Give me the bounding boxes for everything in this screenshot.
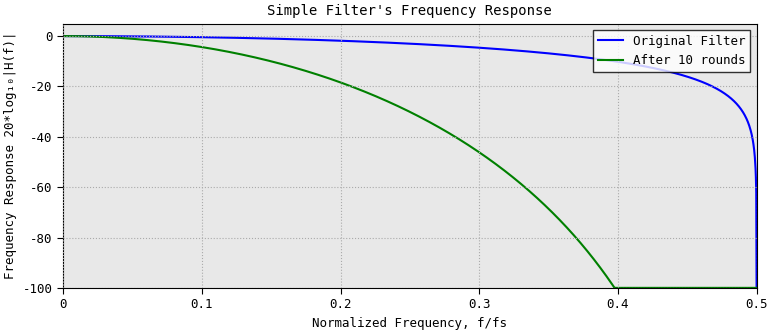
After 10 rounds bbox=[752, 286, 761, 290]
Y-axis label: Frequency Response 20*log₁₀|H(f)|: Frequency Response 20*log₁₀|H(f)| bbox=[4, 32, 17, 280]
After 10 rounds bbox=[396, 105, 405, 109]
Original Filter bbox=[732, 101, 741, 105]
Original Filter bbox=[732, 102, 741, 106]
After 10 rounds bbox=[732, 286, 741, 290]
Line: After 10 rounds: After 10 rounds bbox=[63, 36, 757, 288]
Legend: Original Filter, After 10 rounds: Original Filter, After 10 rounds bbox=[593, 30, 750, 72]
Original Filter bbox=[59, 34, 68, 38]
Title: Simple Filter's Frequency Response: Simple Filter's Frequency Response bbox=[267, 4, 552, 18]
After 10 rounds bbox=[59, 34, 68, 38]
Line: Original Filter: Original Filter bbox=[63, 36, 757, 288]
After 10 rounds bbox=[378, 97, 387, 101]
After 10 rounds bbox=[732, 286, 741, 290]
X-axis label: Normalized Frequency, f/fs: Normalized Frequency, f/fs bbox=[313, 317, 507, 330]
After 10 rounds bbox=[604, 278, 614, 282]
Original Filter bbox=[378, 40, 387, 44]
Original Filter bbox=[604, 58, 614, 62]
After 10 rounds bbox=[94, 35, 103, 39]
After 10 rounds bbox=[610, 286, 619, 290]
Original Filter bbox=[752, 286, 761, 290]
Original Filter bbox=[94, 34, 103, 38]
Original Filter bbox=[396, 41, 405, 45]
